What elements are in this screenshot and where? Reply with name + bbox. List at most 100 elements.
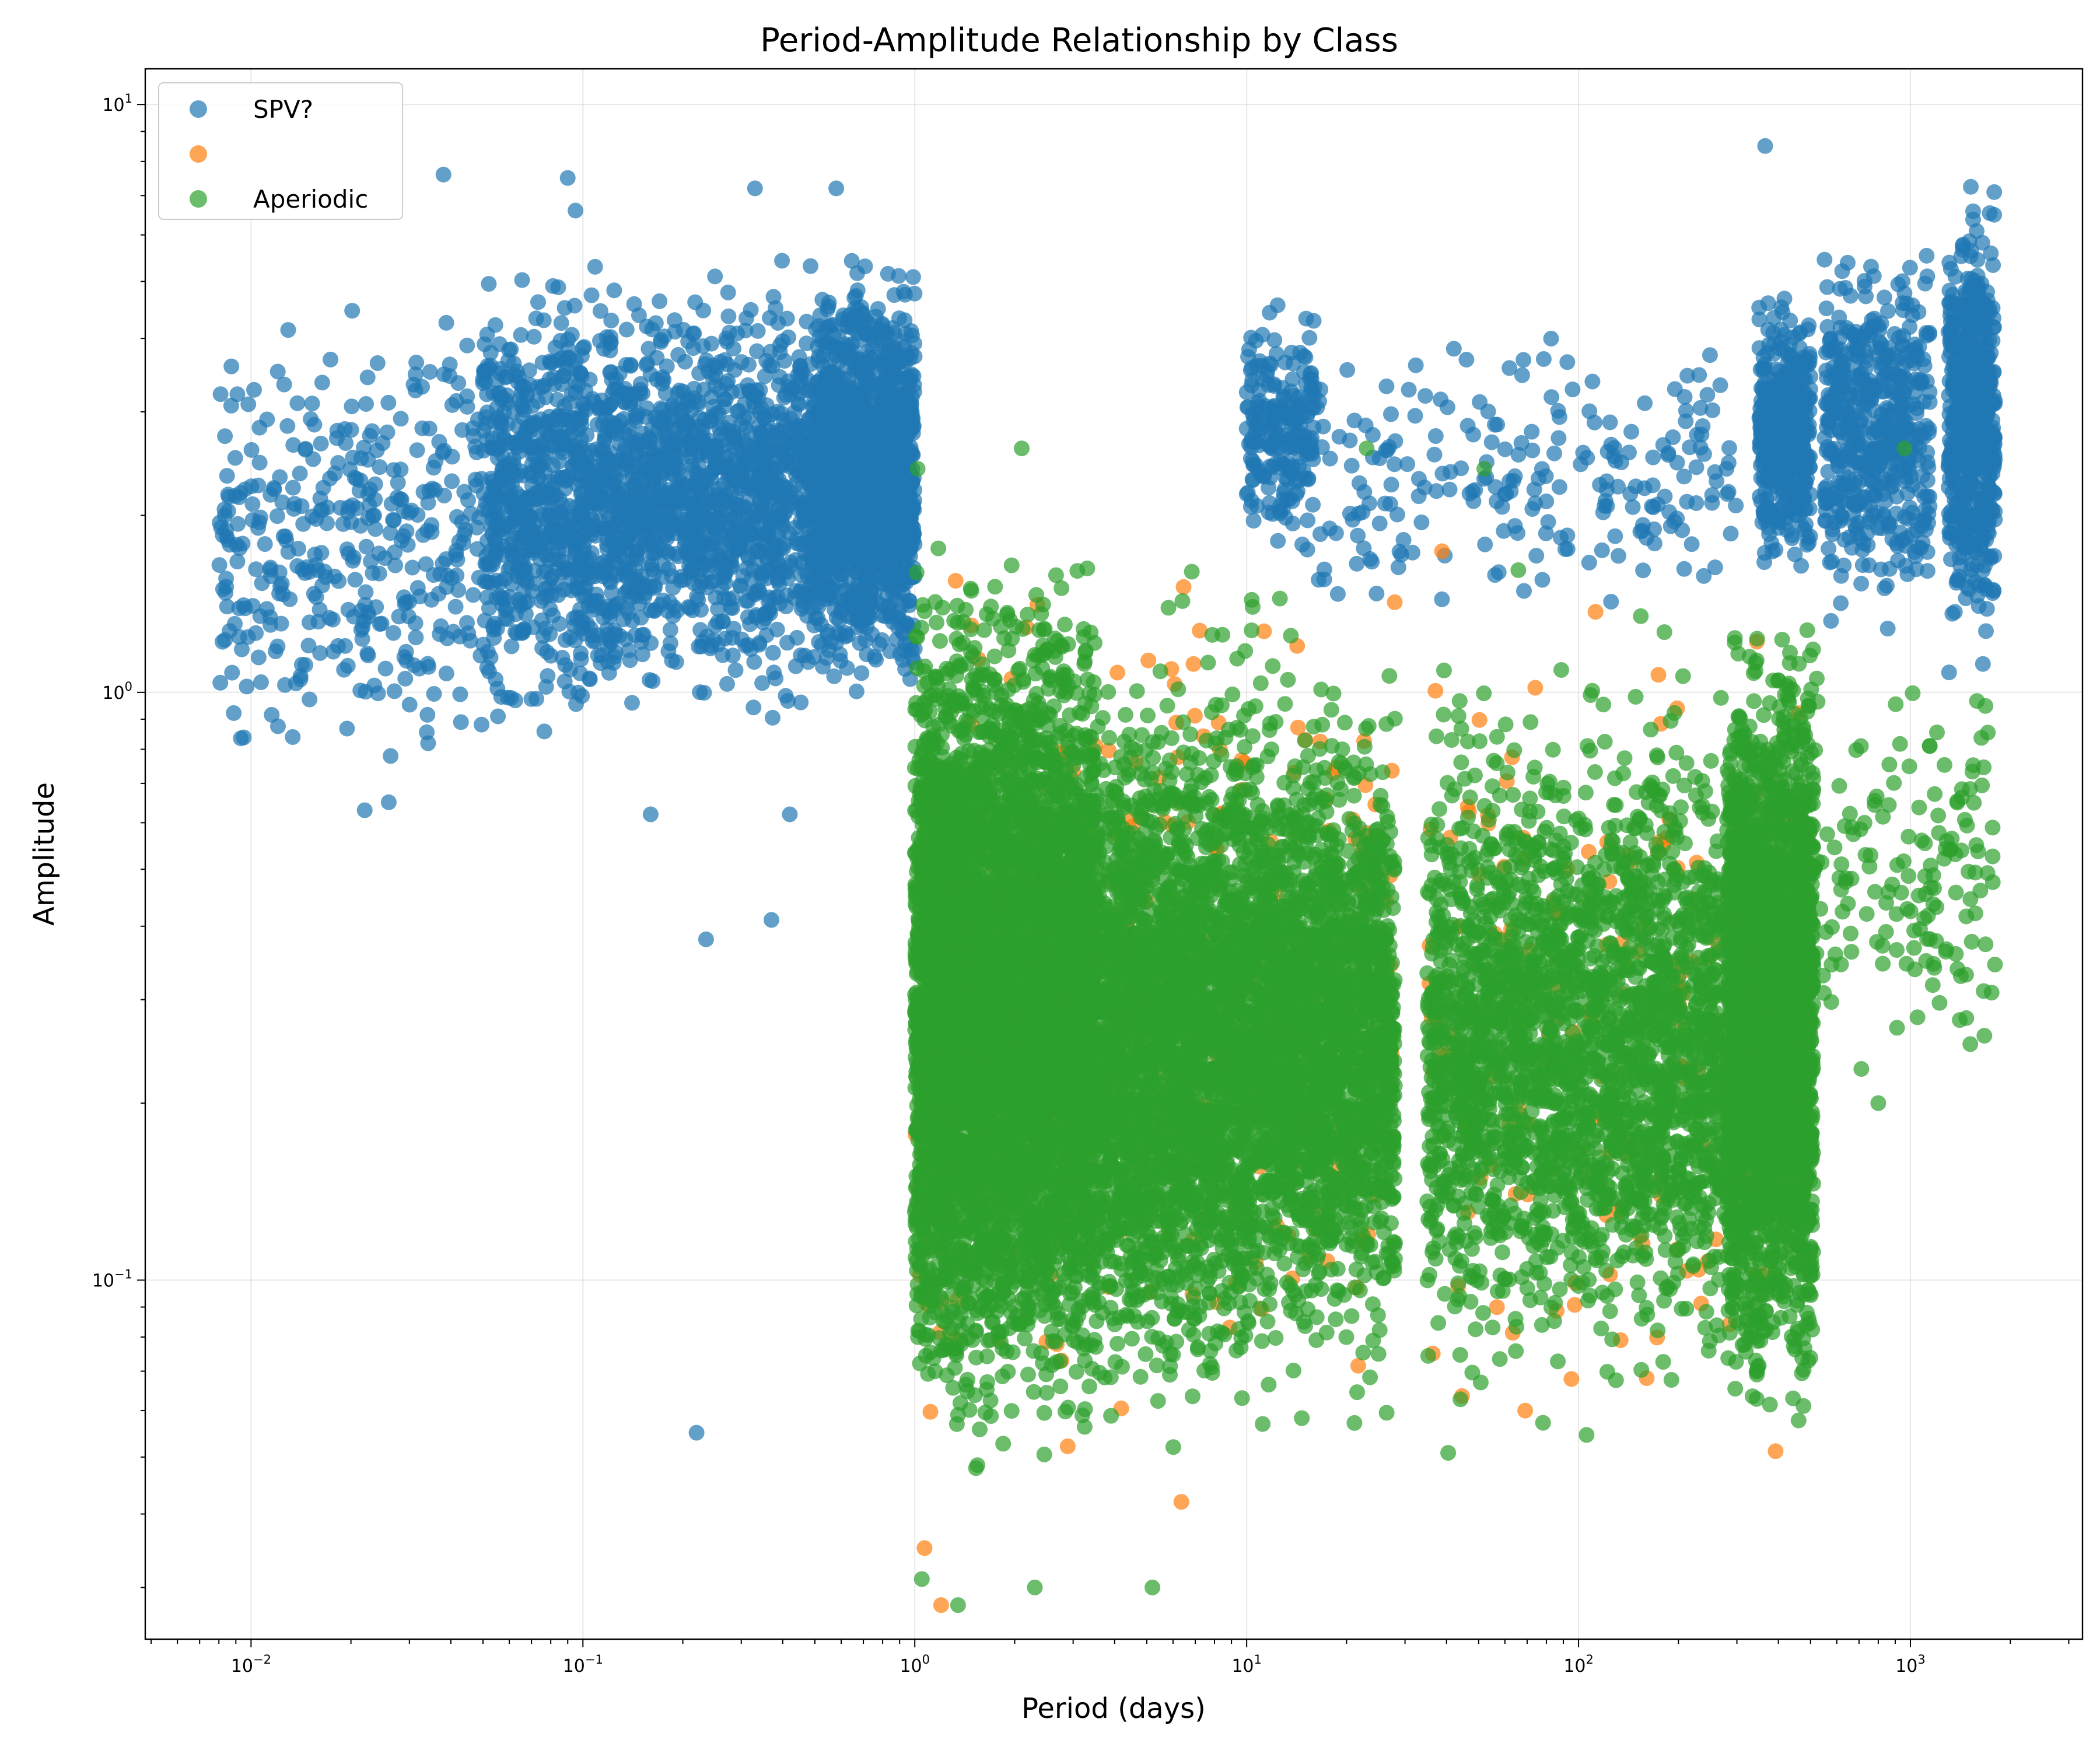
data-point bbox=[251, 454, 268, 471]
data-point bbox=[304, 396, 320, 412]
data-point bbox=[1371, 515, 1388, 531]
data-point bbox=[1534, 572, 1550, 588]
data-point bbox=[1524, 442, 1541, 459]
data-point bbox=[447, 598, 464, 615]
data-point bbox=[622, 652, 638, 668]
data-point bbox=[572, 610, 589, 626]
data-point bbox=[694, 526, 710, 542]
data-point bbox=[662, 635, 678, 652]
data-point bbox=[715, 458, 731, 474]
data-point bbox=[312, 491, 328, 507]
data-point bbox=[1800, 321, 1816, 338]
data-point bbox=[348, 471, 365, 487]
data-point bbox=[729, 404, 746, 419]
data-point bbox=[293, 656, 310, 673]
data-point bbox=[1238, 384, 1255, 400]
data-point bbox=[442, 368, 458, 384]
data-point bbox=[1784, 530, 1800, 547]
data-point bbox=[754, 675, 771, 691]
data-point bbox=[776, 353, 793, 369]
data-point bbox=[218, 522, 234, 538]
data-point bbox=[766, 590, 782, 606]
data-point bbox=[1299, 541, 1315, 558]
data-point bbox=[550, 469, 566, 485]
data-point bbox=[853, 399, 869, 415]
data-point bbox=[1284, 515, 1301, 531]
data-point bbox=[1487, 567, 1503, 583]
data-point bbox=[603, 312, 620, 328]
data-point bbox=[390, 474, 406, 491]
data-point bbox=[227, 615, 243, 632]
data-point bbox=[636, 535, 652, 551]
data-point bbox=[740, 637, 756, 653]
data-point bbox=[219, 468, 235, 484]
data-point bbox=[385, 625, 401, 641]
data-point bbox=[479, 326, 495, 342]
data-point bbox=[627, 407, 643, 423]
data-point bbox=[234, 641, 250, 657]
data-point bbox=[1535, 351, 1552, 367]
data-point bbox=[658, 527, 674, 542]
data-point bbox=[719, 356, 736, 372]
data-point bbox=[1901, 459, 1917, 475]
data-point bbox=[746, 654, 762, 670]
data-point bbox=[1598, 473, 1615, 489]
data-point bbox=[1343, 457, 1360, 474]
data-point bbox=[503, 638, 520, 654]
data-point bbox=[654, 542, 671, 559]
data-point bbox=[285, 480, 301, 496]
data-point bbox=[512, 499, 528, 515]
data-point bbox=[489, 450, 506, 466]
data-point bbox=[386, 512, 402, 528]
data-point bbox=[788, 658, 804, 674]
data-point bbox=[1657, 488, 1673, 505]
data-point bbox=[519, 423, 535, 439]
data-point bbox=[693, 601, 709, 618]
data-point bbox=[1720, 454, 1737, 471]
data-point bbox=[485, 621, 502, 638]
data-point bbox=[1621, 444, 1637, 461]
data-point bbox=[537, 620, 554, 636]
data-point bbox=[622, 358, 639, 374]
data-point bbox=[408, 629, 424, 646]
data-point bbox=[598, 497, 615, 513]
data-point bbox=[415, 484, 432, 500]
data-point bbox=[439, 579, 455, 595]
data-point bbox=[465, 587, 481, 603]
data-point bbox=[425, 460, 442, 476]
data-point bbox=[1487, 416, 1503, 433]
data-point bbox=[858, 458, 874, 474]
data-point bbox=[536, 723, 552, 740]
data-point bbox=[481, 360, 498, 377]
data-point bbox=[442, 356, 458, 373]
data-point bbox=[240, 629, 256, 645]
data-point bbox=[229, 386, 246, 402]
data-point bbox=[566, 298, 583, 314]
data-point bbox=[1407, 408, 1423, 424]
data-point bbox=[662, 622, 678, 638]
data-point bbox=[582, 671, 598, 688]
data-point bbox=[1516, 352, 1532, 368]
data-point bbox=[519, 535, 536, 551]
data-point bbox=[773, 437, 789, 453]
data-point bbox=[1269, 403, 1285, 419]
data-point bbox=[872, 525, 888, 541]
data-point bbox=[1771, 509, 1787, 526]
data-point bbox=[1389, 506, 1405, 523]
data-point bbox=[262, 562, 278, 578]
data-point bbox=[645, 673, 661, 689]
data-point bbox=[1902, 260, 1918, 276]
data-point bbox=[453, 714, 469, 730]
data-point bbox=[690, 549, 706, 565]
data-point bbox=[1472, 394, 1488, 410]
data-point bbox=[607, 644, 624, 660]
data-point bbox=[290, 541, 306, 557]
data-point bbox=[631, 307, 647, 323]
data-point bbox=[1702, 347, 1718, 363]
data-point bbox=[435, 444, 451, 461]
data-point bbox=[653, 332, 669, 348]
data-point bbox=[705, 492, 721, 508]
data-point bbox=[601, 604, 618, 621]
data-point bbox=[584, 633, 601, 649]
data-point bbox=[652, 293, 668, 309]
